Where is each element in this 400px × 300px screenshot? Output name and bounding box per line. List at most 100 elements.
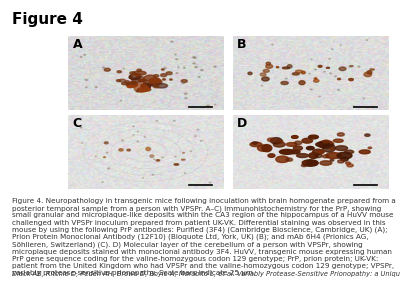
- Ellipse shape: [95, 87, 97, 88]
- Text: A: A: [73, 38, 82, 51]
- Ellipse shape: [102, 67, 105, 68]
- Ellipse shape: [326, 67, 330, 68]
- Ellipse shape: [329, 58, 330, 59]
- Ellipse shape: [276, 156, 289, 163]
- Ellipse shape: [347, 164, 353, 167]
- Ellipse shape: [318, 150, 324, 153]
- Ellipse shape: [137, 141, 139, 142]
- Ellipse shape: [176, 59, 178, 60]
- Ellipse shape: [95, 156, 96, 157]
- Ellipse shape: [185, 98, 187, 99]
- Text: C: C: [73, 117, 82, 130]
- Ellipse shape: [214, 104, 216, 105]
- Text: B: B: [237, 38, 247, 51]
- Text: D: D: [237, 117, 248, 130]
- Ellipse shape: [86, 87, 87, 88]
- Ellipse shape: [368, 147, 372, 149]
- Ellipse shape: [119, 149, 123, 151]
- Ellipse shape: [270, 138, 282, 144]
- Ellipse shape: [266, 62, 270, 65]
- Ellipse shape: [120, 100, 122, 101]
- Ellipse shape: [334, 139, 343, 142]
- Ellipse shape: [123, 68, 124, 69]
- Ellipse shape: [144, 136, 146, 137]
- Ellipse shape: [84, 54, 86, 55]
- Ellipse shape: [156, 160, 160, 161]
- Ellipse shape: [183, 152, 184, 153]
- Ellipse shape: [193, 63, 195, 64]
- Ellipse shape: [346, 162, 350, 164]
- Ellipse shape: [302, 160, 318, 166]
- Ellipse shape: [117, 71, 122, 73]
- Ellipse shape: [338, 160, 344, 163]
- Ellipse shape: [349, 66, 351, 67]
- Ellipse shape: [338, 89, 340, 90]
- Ellipse shape: [262, 145, 272, 152]
- Ellipse shape: [181, 80, 187, 82]
- Ellipse shape: [350, 66, 353, 67]
- Ellipse shape: [170, 79, 172, 80]
- Ellipse shape: [116, 80, 121, 82]
- Ellipse shape: [176, 73, 178, 74]
- Ellipse shape: [119, 79, 126, 82]
- Ellipse shape: [195, 66, 197, 68]
- Ellipse shape: [326, 153, 342, 159]
- Ellipse shape: [122, 82, 129, 85]
- Ellipse shape: [323, 140, 329, 143]
- Ellipse shape: [301, 71, 305, 74]
- Ellipse shape: [263, 69, 269, 72]
- Ellipse shape: [296, 70, 303, 73]
- Ellipse shape: [302, 138, 312, 143]
- Ellipse shape: [141, 83, 150, 89]
- Ellipse shape: [175, 156, 176, 157]
- Ellipse shape: [137, 69, 141, 71]
- Ellipse shape: [306, 146, 314, 150]
- Ellipse shape: [129, 82, 138, 87]
- Ellipse shape: [337, 133, 344, 136]
- Ellipse shape: [365, 134, 370, 136]
- Ellipse shape: [302, 161, 306, 163]
- Ellipse shape: [292, 73, 299, 75]
- Ellipse shape: [309, 153, 318, 158]
- Ellipse shape: [138, 88, 151, 92]
- Ellipse shape: [137, 131, 139, 132]
- Ellipse shape: [266, 64, 273, 68]
- Ellipse shape: [192, 57, 195, 58]
- Ellipse shape: [200, 70, 203, 71]
- Ellipse shape: [332, 49, 333, 50]
- Ellipse shape: [248, 72, 252, 75]
- Ellipse shape: [138, 79, 147, 82]
- Ellipse shape: [85, 79, 88, 80]
- Ellipse shape: [338, 78, 340, 80]
- Ellipse shape: [153, 85, 159, 88]
- Ellipse shape: [311, 59, 312, 60]
- Ellipse shape: [175, 54, 176, 55]
- Ellipse shape: [345, 150, 354, 154]
- Ellipse shape: [252, 142, 258, 144]
- Ellipse shape: [108, 168, 110, 169]
- Ellipse shape: [340, 45, 341, 46]
- Ellipse shape: [268, 138, 275, 142]
- Ellipse shape: [133, 126, 134, 127]
- Ellipse shape: [320, 161, 332, 165]
- Ellipse shape: [286, 158, 292, 161]
- Ellipse shape: [156, 120, 158, 121]
- Ellipse shape: [318, 65, 322, 67]
- Ellipse shape: [285, 78, 287, 79]
- Ellipse shape: [260, 73, 266, 76]
- Ellipse shape: [312, 149, 324, 154]
- Ellipse shape: [337, 152, 352, 159]
- Ellipse shape: [184, 67, 185, 68]
- Ellipse shape: [146, 82, 148, 83]
- Ellipse shape: [330, 159, 334, 161]
- Ellipse shape: [182, 83, 184, 84]
- Ellipse shape: [262, 77, 269, 81]
- Ellipse shape: [349, 78, 353, 81]
- Ellipse shape: [294, 141, 302, 145]
- Ellipse shape: [134, 84, 148, 92]
- Ellipse shape: [324, 71, 325, 72]
- Ellipse shape: [281, 82, 288, 85]
- Ellipse shape: [162, 69, 164, 70]
- Ellipse shape: [282, 67, 290, 69]
- Ellipse shape: [261, 85, 263, 86]
